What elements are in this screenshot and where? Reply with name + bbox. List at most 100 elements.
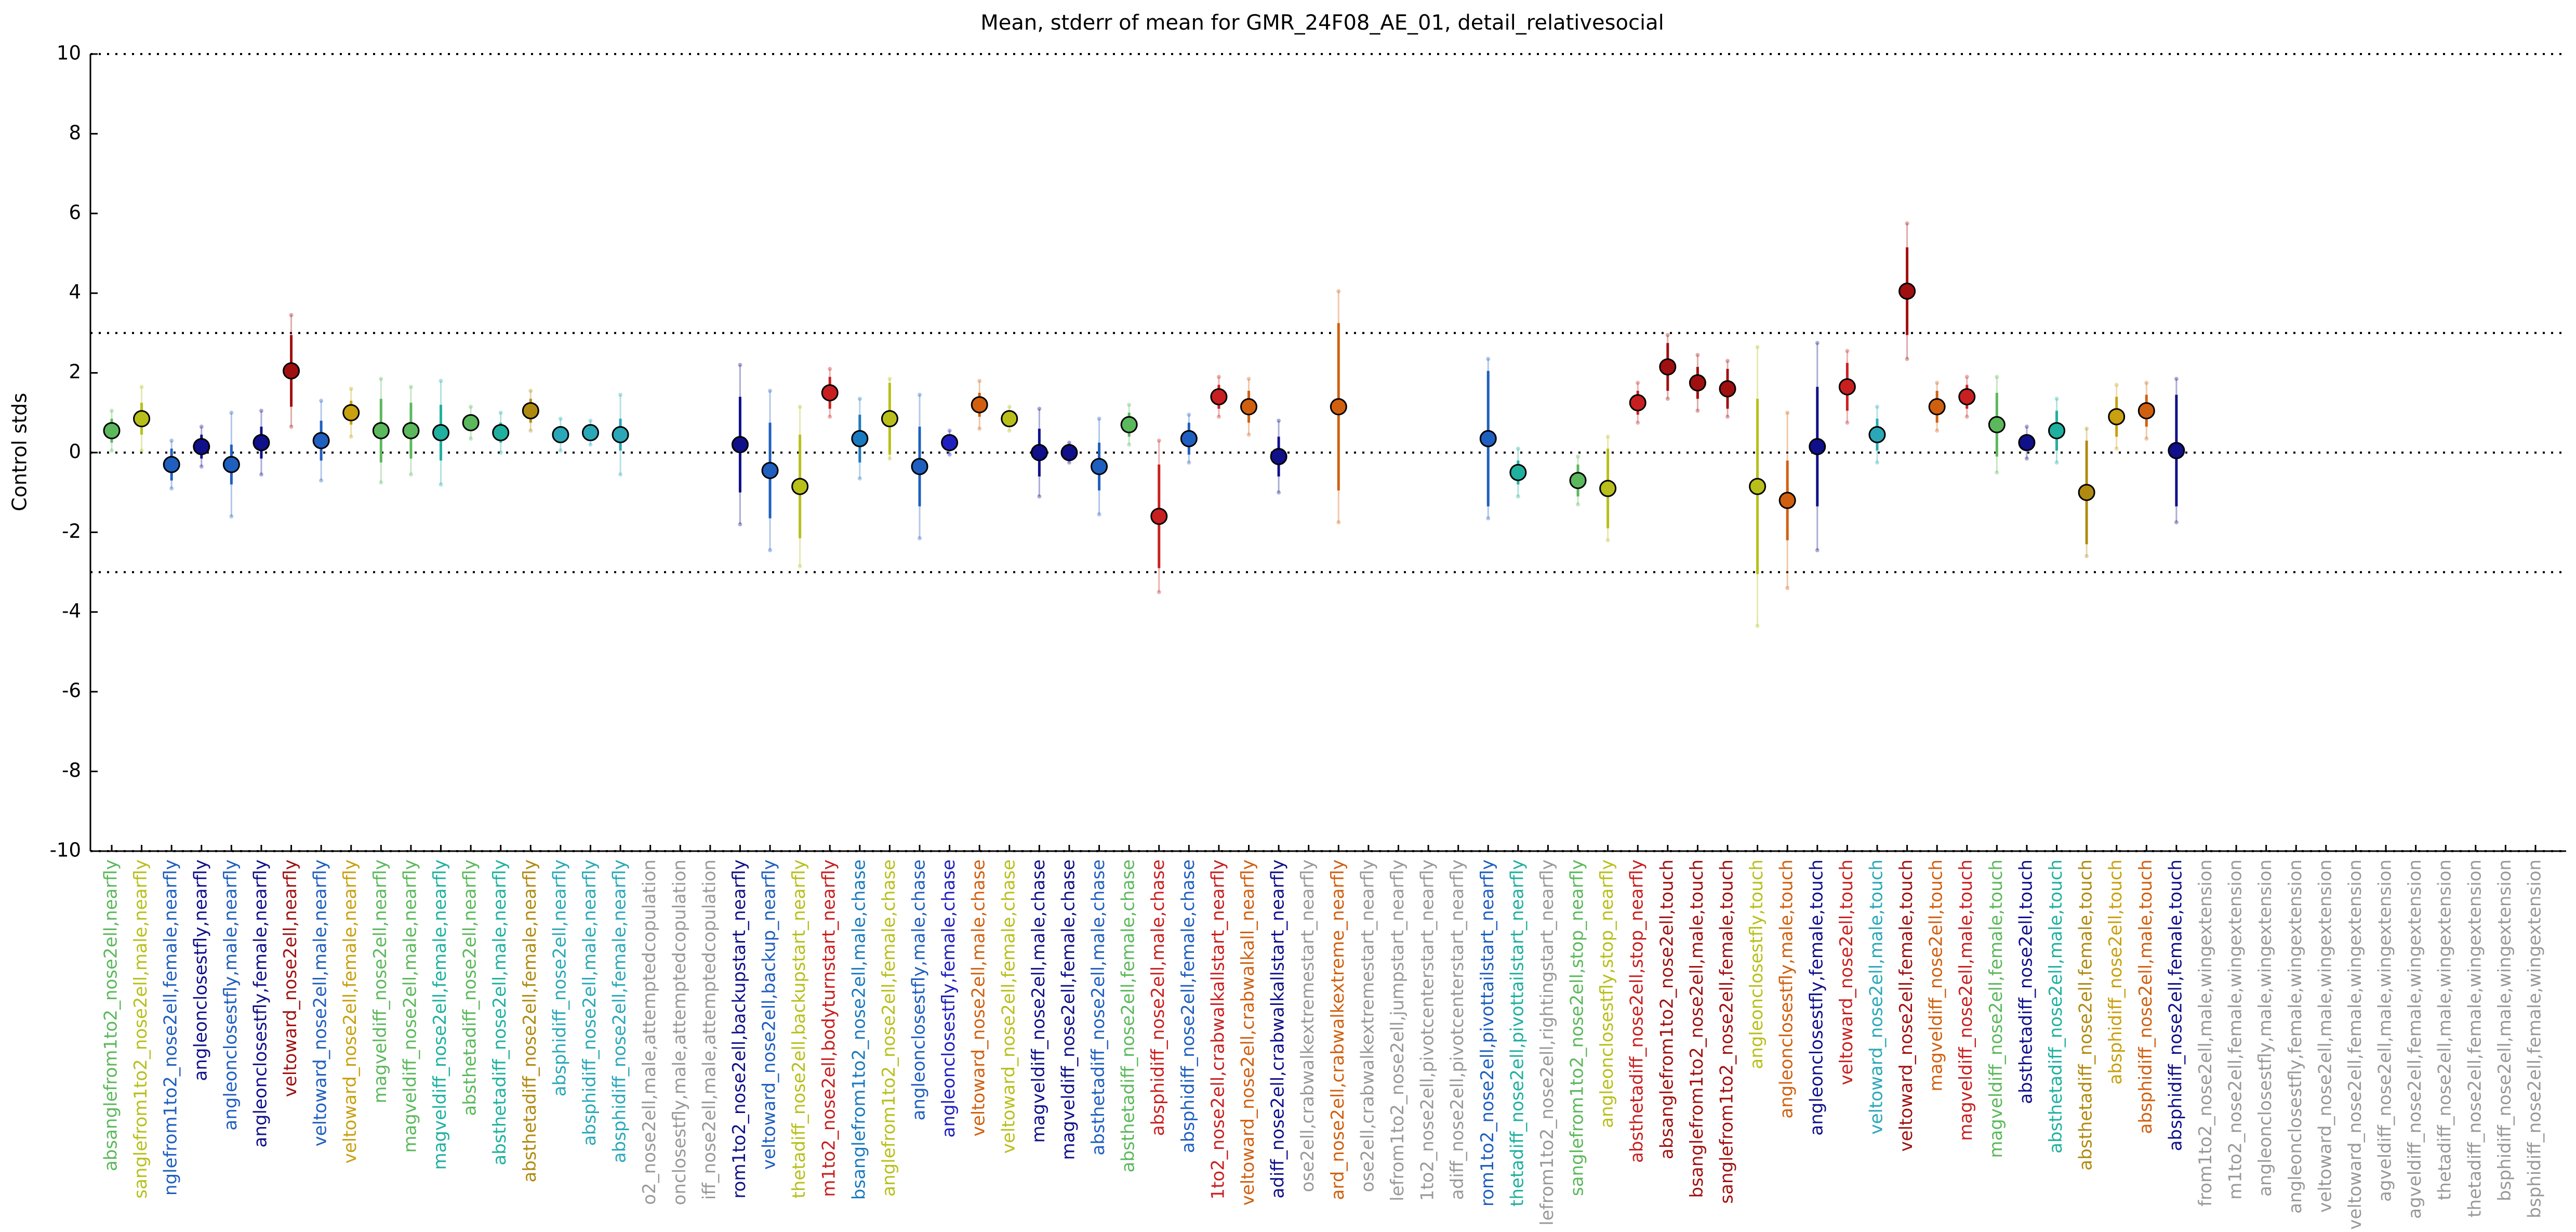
spread-end [1815, 548, 1820, 552]
spread-end [588, 442, 593, 447]
y-tick-label: 10 [57, 42, 81, 64]
mean-marker [2168, 442, 2185, 459]
x-tick-label: from1to2_nose2ell,male,wingextension [2195, 859, 2216, 1207]
spread-end [2144, 380, 2149, 385]
x-tick-label: ard_nose2ell,crabwalkextreme_nearfly [1327, 859, 1348, 1200]
spread-end [887, 456, 892, 461]
spread-end [289, 313, 294, 317]
mean-marker [342, 404, 360, 421]
spread-end [947, 452, 952, 457]
mean-marker [1091, 458, 1108, 475]
x-tick-label: angleonclosestfly,female,touch [1806, 859, 1827, 1136]
spread-end [768, 389, 773, 393]
x-tick-label: lefrom1to2_nose2ell,jumpstart_nearfly [1387, 859, 1408, 1201]
spread-end [887, 377, 892, 381]
x-tick-label: absphidiff_nose2ell,nearfly [549, 859, 570, 1096]
spread-end [1875, 460, 1879, 465]
mean-marker [1001, 410, 1018, 428]
spread-end [1665, 333, 1670, 337]
spread-end [1157, 438, 1161, 443]
spread-end [828, 414, 832, 419]
mean-marker [1330, 398, 1347, 416]
mean-marker [1120, 416, 1138, 433]
mean-marker [1030, 444, 1048, 461]
spread-end [1725, 359, 1730, 363]
spread-end [259, 472, 263, 477]
spread-end [1486, 356, 1491, 361]
spread-end [319, 399, 324, 403]
spread-end [1815, 341, 1820, 346]
spread-end [1187, 413, 1191, 417]
spread-end [528, 428, 533, 433]
spread-end [469, 436, 473, 441]
x-tick-label: onclosestfly,male,attemptedcopulation [669, 859, 690, 1205]
x-tick-label: absanglefrom1to2_nose2ell,touch [1656, 859, 1677, 1159]
spread-end [1995, 375, 1999, 379]
spread-end [828, 366, 832, 371]
mean-marker [2137, 402, 2155, 419]
spread-end [1336, 520, 1341, 525]
spread-end [977, 378, 982, 383]
x-tick-label: absphidiff_nose2ell,male,touch [2135, 859, 2156, 1134]
y-tick-label: -4 [62, 600, 81, 622]
x-tick-label: angleonclosestfly,male,wingextension [2255, 859, 2276, 1197]
x-tick-label: veltoward_nose2ell,female,touch [1896, 859, 1917, 1151]
mean-marker [402, 422, 420, 440]
spread-end [1067, 440, 1071, 445]
spread-end [798, 564, 802, 568]
spread-end [1964, 414, 1969, 419]
mean-marker [222, 456, 240, 473]
mean-marker [1479, 430, 1497, 447]
spread-end [918, 536, 922, 540]
mean-marker [1150, 508, 1168, 525]
mean-marker [1958, 388, 1976, 406]
spread-end [1157, 590, 1161, 594]
x-tick-label: bsphidiff_nose2ell,female,wingextension [2525, 859, 2545, 1218]
mean-marker [1509, 463, 1527, 481]
mean-marker [253, 434, 270, 452]
x-tick-label: angleonclosestfly,male,chase [909, 859, 930, 1120]
x-tick-label: ose2ell,crabwalkextremestart_nearfly [1297, 859, 1318, 1192]
spread-end [1605, 538, 1610, 542]
mean-marker [1210, 388, 1228, 406]
spread-end [110, 448, 114, 453]
spread-end [139, 385, 144, 389]
spread-end [618, 392, 623, 397]
x-tick-label: rom1to2_nose2ell,backupstart_nearfly [729, 859, 750, 1199]
spread-end [768, 548, 773, 552]
x-tick-label: veltoward_nose2ell,male,chase [968, 859, 989, 1136]
x-tick-label: agveldiff_nose2ell,female,wingextension [2405, 859, 2425, 1219]
spread-end [169, 438, 174, 443]
spread-end [738, 363, 742, 367]
x-tick-label: veltoward_nose2ell,male,wingextension [2315, 859, 2335, 1213]
spread-end [1007, 428, 1012, 433]
spread-end [1695, 353, 1700, 357]
chart-title: Mean, stderr of mean for GMR_24F08_AE_01… [980, 11, 1664, 35]
mean-marker [1868, 426, 1886, 443]
x-tick-label: adiff_nose2ell,crabwalkallstart_nearfly [1268, 859, 1289, 1199]
spread-end [319, 478, 324, 483]
x-tick-label: angleonclosestfly,male,nearfly [220, 859, 241, 1131]
spread-end [618, 472, 623, 477]
spread-end [1665, 396, 1670, 401]
x-tick-label: magveldiff_nose2ell,female,touch [1986, 859, 2007, 1158]
spread-end [558, 448, 563, 453]
spread-end [1216, 414, 1221, 419]
mean-marker [1809, 438, 1826, 455]
spread-end [229, 410, 234, 415]
mean-marker [492, 424, 510, 442]
mean-marker [612, 426, 629, 443]
spread-end [918, 392, 922, 397]
mean-marker [163, 456, 180, 473]
spread-end [1845, 420, 1850, 425]
mean-marker [552, 426, 569, 443]
spread-end [1067, 460, 1071, 465]
x-tick-label: magveldiff_nose2ell,female,nearfly [430, 859, 450, 1170]
spread-end [2024, 456, 2029, 461]
x-tick-label: absphidiff_nose2ell,male,nearfly [579, 859, 600, 1146]
x-tick-label: veltoward_nose2ell,female,nearfly [340, 859, 361, 1163]
mean-marker [1898, 282, 1916, 300]
spread-end [139, 448, 144, 453]
spread-end [738, 522, 742, 527]
